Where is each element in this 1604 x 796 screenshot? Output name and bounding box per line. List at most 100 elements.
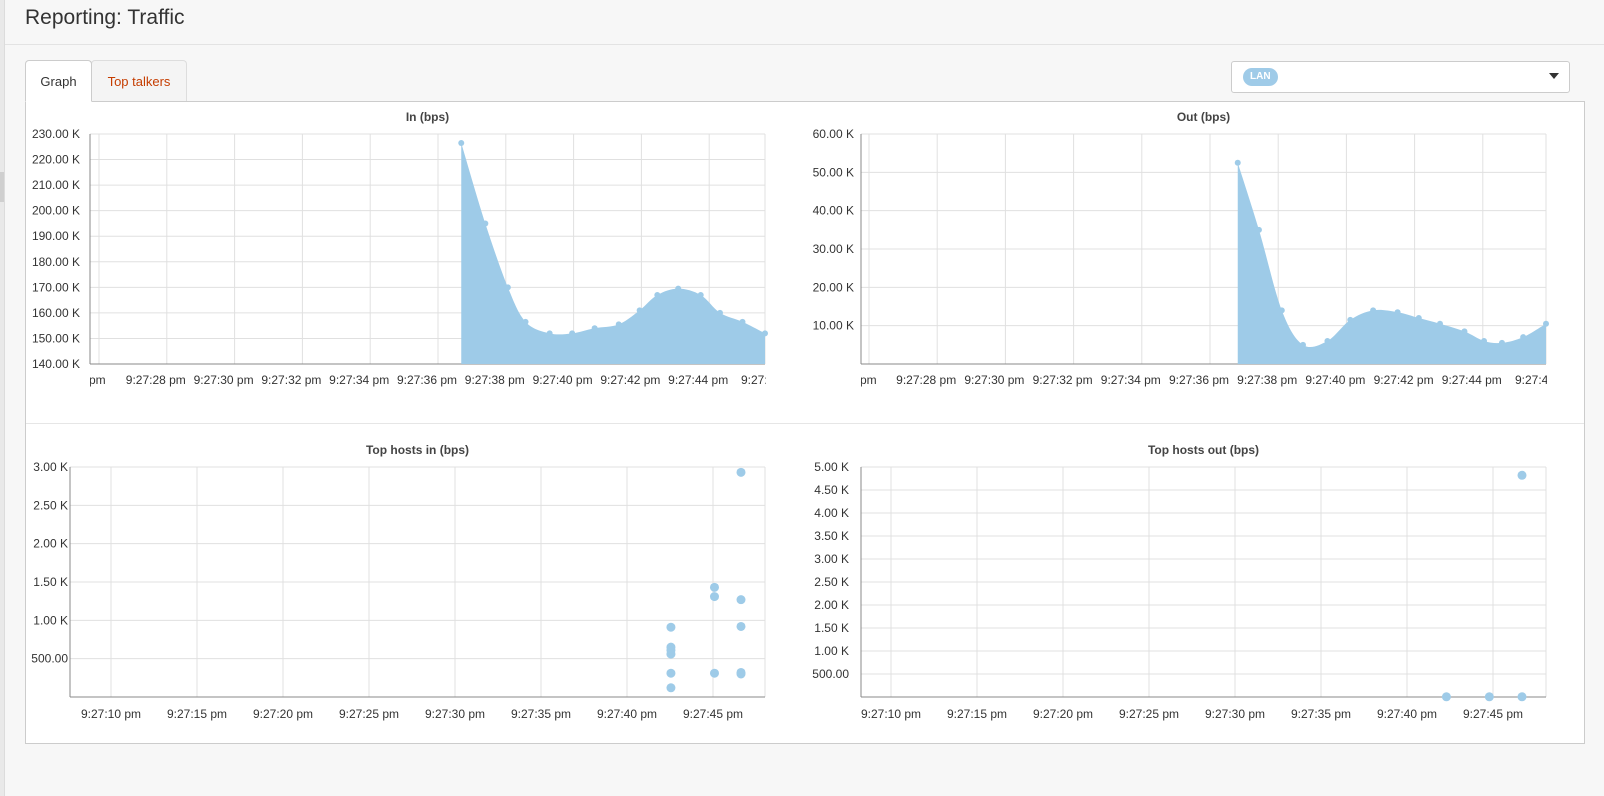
interface-select[interactable]: LAN [1231, 61, 1570, 93]
data-point [697, 292, 704, 298]
x-tick-label: 9:27:40 pm [597, 707, 657, 721]
series-area [1237, 162, 1546, 364]
x-tick-label: 9:27:40 pm [1305, 373, 1365, 387]
y-tick-label: 50.00 K [813, 165, 854, 179]
page-header: Reporting: Traffic [5, 0, 1604, 45]
chevron-down-icon [1549, 73, 1559, 79]
data-point [709, 582, 719, 592]
y-tick-label: 4.00 K [814, 506, 849, 520]
x-tick-label: 9:27:38 pm [465, 373, 525, 387]
data-point [482, 220, 489, 227]
data-point [666, 683, 676, 693]
data-point [736, 595, 746, 605]
data-point [504, 284, 511, 291]
y-tick-label: 60.00 K [813, 127, 854, 141]
x-tick-label: 9:27:38 pm [1237, 373, 1297, 387]
chart-out-bps: Out (bps) 10.00 K 20.00 K 30.00 K 40.00 K 50.… [813, 110, 1565, 387]
data-point [1517, 692, 1527, 702]
y-tick-label: 500.00 [31, 652, 68, 666]
chart-top-hosts-in: Top hosts in (bps) 500.00 1.00 K 1.50 K 2.00… [31, 443, 766, 721]
y-tick-label: 20.00 K [813, 280, 854, 294]
y-tick-label: 10.00 K [813, 319, 854, 333]
y-tick-label: 230.00 K [32, 127, 80, 141]
x-tick-label: 9:27:40 pm [533, 373, 593, 387]
chart-title: Top hosts out (bps) [1148, 443, 1259, 457]
chart-in-bps: In (bps) 140.00 K 150.00 K 160.00 K 170.00 K… [32, 110, 768, 387]
y-tick-label: 200.00 K [32, 204, 80, 218]
data-point [654, 292, 661, 298]
data-point [1484, 692, 1494, 702]
y-tick-label: 3.00 K [33, 460, 68, 474]
x-tick-label: 9:27:15 pm [947, 707, 1007, 721]
data-point [458, 139, 465, 146]
y-tick-label: 30.00 K [813, 242, 854, 256]
y-tick-label: 1.00 K [814, 644, 849, 658]
y-tick-label: 4.50 K [814, 483, 849, 497]
data-point [1543, 320, 1549, 327]
x-tick-label: 9:27:45 pm [683, 707, 743, 721]
chart-title: In (bps) [406, 110, 449, 124]
y-tick-label: 2.50 K [33, 498, 68, 512]
x-tick-label: 9:27:42 pm [600, 373, 660, 387]
y-tick-label: 1.00 K [33, 613, 68, 627]
data-point [709, 668, 719, 678]
divider [26, 423, 1584, 424]
data-point [736, 621, 746, 631]
data-point [1394, 309, 1401, 316]
x-tick-label: 9:27:44 pm [1442, 373, 1502, 387]
data-point [666, 642, 676, 652]
tab-graph[interactable]: Graph [25, 60, 92, 102]
data-point [1441, 692, 1451, 702]
x-tick-label: 9:27:34 pm [1101, 373, 1161, 387]
x-tick-label: 9:27:32 pm [261, 373, 321, 387]
y-tick-label: 1.50 K [33, 575, 68, 589]
data-point [736, 667, 746, 677]
x-tick-label: 9:27:35 pm [511, 707, 571, 721]
x-tick-label: 9:27:34 pm [329, 373, 389, 387]
y-tick-label: 2.00 K [814, 598, 849, 612]
x-tick-label: 9:27:10 pm [861, 707, 921, 721]
y-tick-label: 2.50 K [814, 575, 849, 589]
data-point [522, 318, 529, 325]
x-tick-label: 9:27:10 pm [81, 707, 141, 721]
x-tick-label: 9:27:28 pm [126, 373, 186, 387]
x-tick-label: 9:27:44 pm [668, 373, 728, 387]
data-point [1347, 316, 1354, 323]
tab-top-talkers[interactable]: Top talkers [91, 60, 187, 101]
x-tick-labels: 9:27:10 pm 9:27:15 pm 9:27:20 pm 9:27:25 pm… [861, 707, 1523, 721]
y-tick-label: 1.50 K [814, 621, 849, 635]
data-point [569, 330, 576, 337]
y-tick-label: 210.00 K [32, 178, 80, 192]
y-tick-label: 3.50 K [814, 529, 849, 543]
data-point [1481, 338, 1488, 344]
data-point [666, 622, 676, 632]
data-point [1324, 338, 1331, 344]
x-tick-label: 9:27:30 pm [194, 373, 254, 387]
x-tick-label: 9:27:28 pm [896, 373, 956, 387]
data-point [736, 467, 746, 477]
x-tick-label: 9:27:30 pm [425, 707, 485, 721]
data-point [636, 307, 643, 314]
x-tick-label: 9:27:25 pm [1119, 707, 1179, 721]
data-point [1370, 307, 1377, 314]
page-title: Reporting: Traffic [25, 6, 185, 29]
x-tick-label: 9:27:32 pm [1033, 373, 1093, 387]
x-tick-label: pm [89, 373, 106, 387]
x-tick-label: 9:27:46 p [1515, 373, 1565, 387]
x-tick-label: 9:27:36 pm [397, 373, 457, 387]
x-tick-label: 9:27:20 pm [1033, 707, 1093, 721]
sidebar-collapse-handle[interactable] [0, 172, 4, 202]
data-point [591, 325, 598, 332]
data-point [1498, 339, 1505, 346]
y-tick-label: 170.00 K [32, 280, 80, 294]
chart-top-hosts-out: Top hosts out (bps) 500.00 1.00 K 1.50 K 2.0… [812, 443, 1547, 721]
series-area [461, 142, 765, 364]
y-tick-label: 2.00 K [33, 537, 68, 551]
charts-panel: In (bps) 140.00 K 150.00 K 160.00 K 170.00 K… [25, 101, 1585, 744]
data-point [1299, 341, 1306, 348]
x-tick-label: 9:27:45 pm [1463, 707, 1523, 721]
x-tick-labels: pm 9:27:28 pm 9:27:30 pm 9:27:32 pm 9:27:34 … [861, 373, 1565, 387]
data-point [615, 321, 622, 328]
y-tick-label: 160.00 K [32, 306, 80, 320]
x-tick-label: 9:27:15 pm [167, 707, 227, 721]
